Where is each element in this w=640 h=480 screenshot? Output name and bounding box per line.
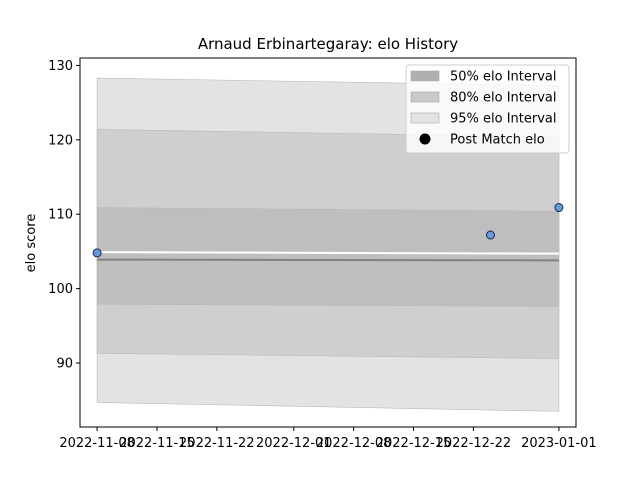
y-tick-label: 90	[56, 357, 73, 372]
band-3	[96, 207, 560, 307]
x-tick-label: 2023-01-01	[521, 436, 597, 451]
expected-elo-line	[97, 251, 559, 255]
y-tick-label: 100	[48, 282, 73, 297]
legend-swatch	[410, 70, 440, 82]
x-tick-label: 2022-12-15	[376, 436, 452, 451]
x-tick-label: 2022-12-01	[256, 436, 332, 451]
legend: 50% elo Interval 80% elo Interval 95% elo …	[405, 64, 570, 154]
plot-area: 901001101201302022-11-082022-11-152022-1…	[48, 57, 597, 451]
y-tick-label: 120	[48, 133, 73, 148]
median-line	[97, 258, 559, 262]
legend-box	[405, 64, 570, 154]
x-tick-label: 2022-11-08	[59, 436, 135, 451]
y-tick-label: 110	[48, 208, 73, 223]
legend-marker	[419, 133, 431, 145]
legend-label: Post Match elo	[450, 133, 545, 148]
y-axis-label: elo score	[24, 214, 39, 273]
legend-label: 80% elo Interval	[450, 91, 557, 106]
x-tick-label: 2022-12-08	[316, 436, 392, 451]
legend-swatch	[410, 112, 440, 124]
plot-frame	[79, 57, 577, 428]
post-match-point	[485, 230, 495, 240]
legend-label: 50% elo Interval	[450, 70, 557, 85]
x-tick-label: 2022-12-22	[436, 436, 512, 451]
post-match-point	[92, 248, 102, 258]
legend-label: 95% elo Interval	[450, 112, 557, 127]
legend-swatch	[410, 91, 440, 103]
x-tick-label: 2022-11-15	[119, 436, 195, 451]
post-match-point	[554, 203, 564, 213]
chart-title: Arnaud Erbinartegaray: elo History	[198, 35, 458, 53]
x-tick-label: 2022-11-22	[179, 436, 255, 451]
y-tick-label: 130	[48, 59, 73, 74]
